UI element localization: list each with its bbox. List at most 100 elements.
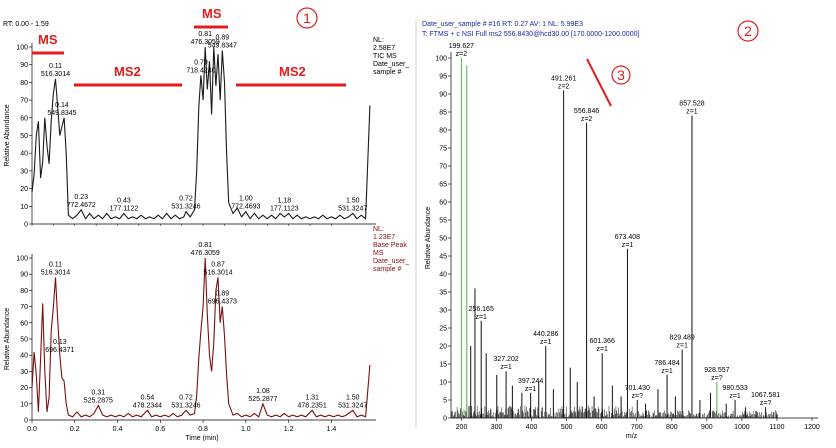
region-annotations: 1 2 3 MS MS2 MS MS2 [32, 6, 759, 107]
ms2-ytick-label: 65 [439, 182, 447, 189]
ms2-xtick-label: 1100 [769, 424, 784, 431]
base_peak-xtick-label: 1.2 [284, 426, 294, 433]
ms2-ytick-label: 100 [435, 56, 447, 63]
ms2-region-label-1: MS2 [114, 64, 141, 79]
ms2-peak-charge-label: z=? [711, 375, 723, 382]
base_peak-peak-rt-label: 1.31 [305, 394, 319, 401]
tic-peak-rt-label: 0.72 [179, 196, 193, 203]
base-peak-chromatogram-panel: 0 10 20 30 40 50 60 70 80 90 100 Relative Abundance… [4, 226, 409, 442]
ms2-xtick-label: 400 [526, 424, 538, 431]
ms2-peak-mz-label: 491.261 [551, 75, 576, 82]
tic-peak-rt-label: 0.79 [194, 59, 208, 66]
tic-nl-info-line: sample # [373, 69, 402, 76]
ms2-ytick-label: 80 [439, 128, 447, 135]
ms2-peak-charge-label: z=1 [525, 386, 537, 393]
base_peak-nl-info-line: Base Peak [373, 242, 407, 249]
ms2-y-axis-title: Relative Abundance [425, 207, 432, 269]
tic-peak-mz-label: 549.8347 [208, 43, 237, 50]
ms2-xtick-label: 200 [456, 424, 468, 431]
tic-ytick-label: 60 [20, 115, 28, 122]
ms2-peak-mz-label: 601.366 [590, 338, 615, 345]
base_peak-peak-mz-label: 531.3246 [171, 402, 200, 409]
tic-peak-mz-label: 177.1122 [110, 205, 139, 212]
tic-peak-mz-label: 516.3014 [41, 71, 70, 78]
tic-ytick-label: 70 [20, 98, 28, 105]
ms2-peak-charge-label: z=1 [500, 364, 512, 371]
ms2-spectrum-panel: 0 5 10 15 20 25 30 35 40 45 50 55 60 65 70 75 80 85 90 95 10… [425, 43, 820, 440]
ms2-xtick-label: 900 [701, 424, 713, 431]
base_peak-nl-info-line: Date_user_ [373, 258, 409, 265]
base_peak-ytick-label: 20 [20, 385, 28, 392]
ms2-ytick-label: 50 [439, 236, 447, 243]
base_peak-peak-rt-label: 0.87 [211, 261, 225, 268]
tic-ytick-label: 40 [20, 151, 28, 158]
tic-ytick-label: 50 [20, 133, 28, 140]
ms2-peak-mz-label: 857.528 [679, 101, 704, 108]
ms2-peak-charge-label: z=1 [540, 339, 552, 346]
ms2-xtick-label: 700 [631, 424, 643, 431]
tic-peak-mz-label: 531.3247 [338, 205, 367, 212]
ms-region-label-1: MS [38, 32, 58, 47]
base_peak-trace [31, 257, 371, 418]
base_peak-ytick-label: 50 [20, 337, 28, 344]
ms2-peak-charge-label: z=1 [676, 343, 688, 350]
base_peak-peak-mz-label: 516.3014 [203, 269, 232, 276]
ms2-ytick-label: 0 [443, 416, 447, 423]
base_peak-xtick-label: 0.4 [113, 426, 123, 433]
ms2-peak-charge-label: z=2 [558, 83, 570, 90]
ms2-peak-charge-label: z=1 [686, 109, 698, 116]
base_peak-xtick-label: 1.0 [241, 426, 251, 433]
ms2-ytick-label: 30 [439, 308, 447, 315]
ms2-ytick-label: 10 [439, 380, 447, 387]
base_peak-xtick-label: 0.2 [70, 426, 80, 433]
base_peak-peak-rt-label: 1.08 [256, 388, 270, 395]
base_peak-peak-mz-label: 696.4371 [45, 347, 74, 354]
ms2-xtick-label: 600 [596, 424, 608, 431]
ms2-peak-mz-label: 673.408 [615, 234, 640, 241]
ms2-peak-charge-label: z=? [632, 393, 644, 400]
tic-nl-info-line: TIC MS [373, 53, 397, 60]
tic-y-axis-title: Relative Abundance [4, 104, 11, 166]
circle-3-label: 3 [617, 67, 625, 83]
tic-nl-info-line: NL: [373, 37, 384, 44]
rt-range-header: RT: 0.00 - 1.59 [3, 21, 49, 28]
ms2-peak-mz-label: 829.489 [669, 335, 694, 342]
ms2-peak-mz-label: 701.430 [625, 385, 650, 392]
ms2-peak-mz-label: 556.846 [574, 108, 599, 115]
ms2-region-label-2: MS2 [279, 64, 306, 79]
tic-peak-mz-label: 476.3059 [191, 39, 220, 46]
ms2-ytick-label: 45 [439, 254, 447, 261]
tic-peak-rt-label: 1.18 [278, 197, 292, 204]
ms2-peak-charge-label: z=1 [729, 393, 741, 400]
tic-ytick-label: 20 [20, 186, 28, 193]
tic-ytick-label: 80 [20, 80, 28, 87]
ms2-ytick-label: 70 [439, 164, 447, 171]
tic-ytick-label: 100 [16, 45, 28, 52]
base_peak-peak-mz-label: 696.4373 [208, 299, 237, 306]
base_peak-y-axis-title: Relative Abundance [4, 308, 11, 370]
base_peak-peak-mz-label: 476.3059 [191, 250, 220, 257]
tic-peak-rt-label: 0.23 [74, 194, 88, 201]
tic-peak-mz-label: 718.4240 [186, 67, 215, 74]
ms2-ytick-label: 55 [439, 218, 447, 225]
base_peak-nl-info-line: MS [373, 250, 384, 257]
ms2-ytick-label: 40 [439, 272, 447, 279]
scan-header-line-2: T: FTMS + c NSI Full ms2 556.8430@hcd30.… [422, 31, 639, 38]
ms2-peak-mz-label: 786.484 [654, 360, 679, 367]
tic-nl-info-line: Date_user_ [373, 61, 409, 68]
ms2-peak-charge-label: z=1 [661, 368, 673, 375]
base_peak-peak-rt-label: 0.11 [49, 261, 62, 268]
base_peak-peak-mz-label: 525.2877 [248, 396, 277, 403]
tic-peak-mz-label: 772.4672 [67, 202, 96, 209]
tic-peak-rt-label: 0.89 [216, 35, 230, 42]
tic-peak-mz-label: 177.1123 [270, 205, 299, 212]
scan-header-line-1: Date_user_sample # #16 RT: 0.27 AV: 1 NL… [422, 21, 583, 28]
ms2-peak-charge-label: z=1 [622, 242, 634, 249]
ms2-ytick-label: 35 [439, 290, 447, 297]
base_peak-peak-rt-label: 0.31 [91, 389, 105, 396]
base_peak-xtick-label: 1.4 [327, 426, 337, 433]
tic-ytick-label: 30 [20, 168, 28, 175]
base_peak-nl-info-line: 1.23E7 [373, 234, 395, 241]
tic-peak-mz-label: 772.4693 [231, 204, 260, 211]
base_peak-ytick-label: 70 [20, 304, 28, 311]
